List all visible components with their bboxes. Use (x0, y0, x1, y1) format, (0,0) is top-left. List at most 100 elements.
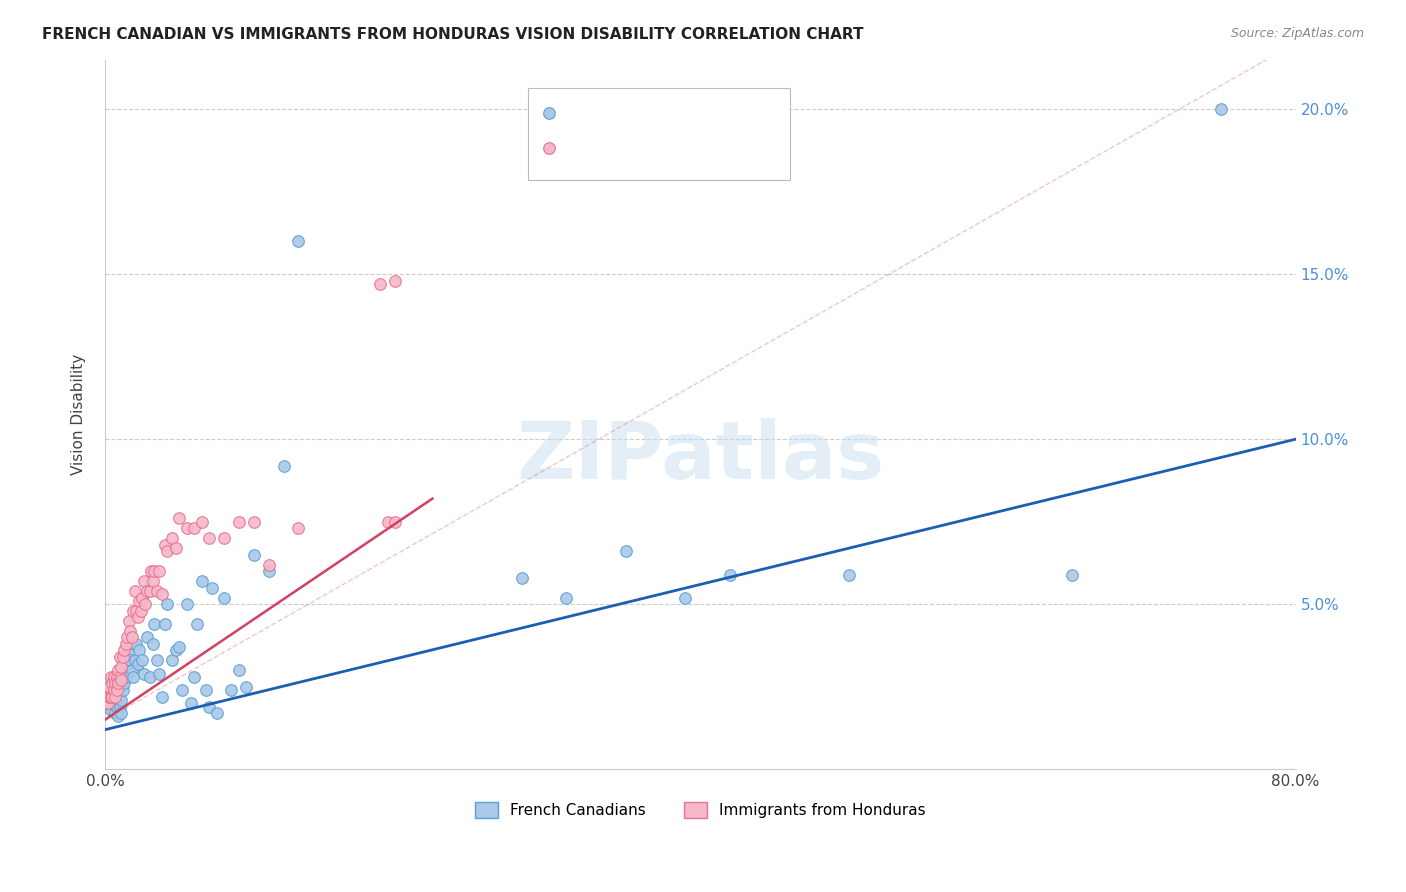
Point (97, 690, 120, 704)
Point (510, 571, 533, 585)
Point (122, 604, 145, 618)
Point (117, 657, 139, 671)
Point (100, 690, 122, 704)
Point (198, 531, 221, 545)
Point (124, 584, 146, 599)
Text: N =: N = (681, 105, 714, 120)
Point (287, 521, 309, 535)
Point (176, 521, 198, 535)
Point (212, 591, 235, 605)
Point (143, 564, 166, 578)
Point (150, 690, 173, 704)
Point (172, 683, 194, 698)
Point (150, 587, 173, 601)
Point (160, 653, 183, 667)
Point (228, 515, 250, 529)
Point (110, 693, 132, 707)
Point (273, 458, 295, 473)
Point (221, 683, 243, 698)
Point (165, 643, 187, 657)
Point (98, 680, 121, 694)
Point (98, 690, 121, 704)
Point (96, 690, 118, 704)
Point (103, 696, 125, 710)
Point (190, 574, 212, 589)
Point (121, 663, 143, 677)
Point (135, 630, 157, 644)
Point (120, 653, 142, 667)
Point (138, 584, 160, 599)
Point (139, 564, 162, 578)
Point (117, 630, 139, 644)
Point (134, 597, 156, 611)
Point (205, 706, 228, 721)
Point (183, 521, 205, 535)
Point (169, 511, 191, 525)
Point (180, 696, 202, 710)
Text: Source: ZipAtlas.com: Source: ZipAtlas.com (1230, 27, 1364, 40)
Point (368, 277, 391, 291)
Point (104, 706, 127, 721)
Point (108, 670, 131, 684)
Point (131, 591, 153, 605)
Point (132, 666, 155, 681)
Point (127, 657, 149, 671)
Point (257, 558, 280, 572)
Point (98, 686, 121, 700)
Text: 64: 64 (721, 141, 744, 156)
Point (838, 567, 860, 582)
Point (104, 690, 127, 704)
Point (125, 637, 148, 651)
Point (146, 584, 169, 599)
Point (125, 604, 148, 618)
Point (103, 686, 125, 700)
Point (97, 699, 120, 714)
Point (105, 683, 128, 698)
Point (142, 574, 165, 589)
Point (1062, 567, 1084, 582)
Point (105, 699, 128, 714)
Text: 73: 73 (721, 105, 742, 120)
Point (107, 663, 129, 677)
Y-axis label: Vision Disability: Vision Disability (72, 354, 86, 475)
Text: N =: N = (681, 141, 714, 156)
Point (1211, 102, 1233, 116)
Point (96, 696, 118, 710)
Point (153, 617, 176, 632)
Point (104, 690, 127, 704)
Point (107, 676, 129, 690)
Point (160, 531, 183, 545)
Point (96, 683, 118, 698)
Point (105, 670, 128, 684)
Text: ZIPatlas: ZIPatlas (516, 418, 884, 496)
Point (101, 696, 124, 710)
Point (100, 703, 122, 717)
Point (121, 630, 143, 644)
Point (101, 690, 124, 704)
Point (103, 670, 125, 684)
Point (103, 683, 125, 698)
Point (614, 544, 637, 558)
Point (101, 683, 124, 698)
Text: R =: R = (572, 141, 606, 156)
Text: 0.383: 0.383 (617, 105, 665, 120)
Point (153, 538, 176, 552)
Point (165, 541, 187, 556)
Point (114, 637, 136, 651)
Point (555, 591, 578, 605)
Point (257, 564, 280, 578)
Point (97, 680, 120, 694)
Point (118, 647, 141, 661)
Point (131, 653, 153, 667)
Point (148, 666, 170, 681)
Point (228, 663, 250, 677)
Point (110, 673, 132, 688)
Point (118, 614, 141, 628)
Point (105, 683, 128, 698)
Point (176, 597, 198, 611)
Point (135, 584, 157, 599)
Point (138, 670, 160, 684)
Point (98, 696, 121, 710)
Point (100, 670, 122, 684)
Point (243, 515, 266, 529)
